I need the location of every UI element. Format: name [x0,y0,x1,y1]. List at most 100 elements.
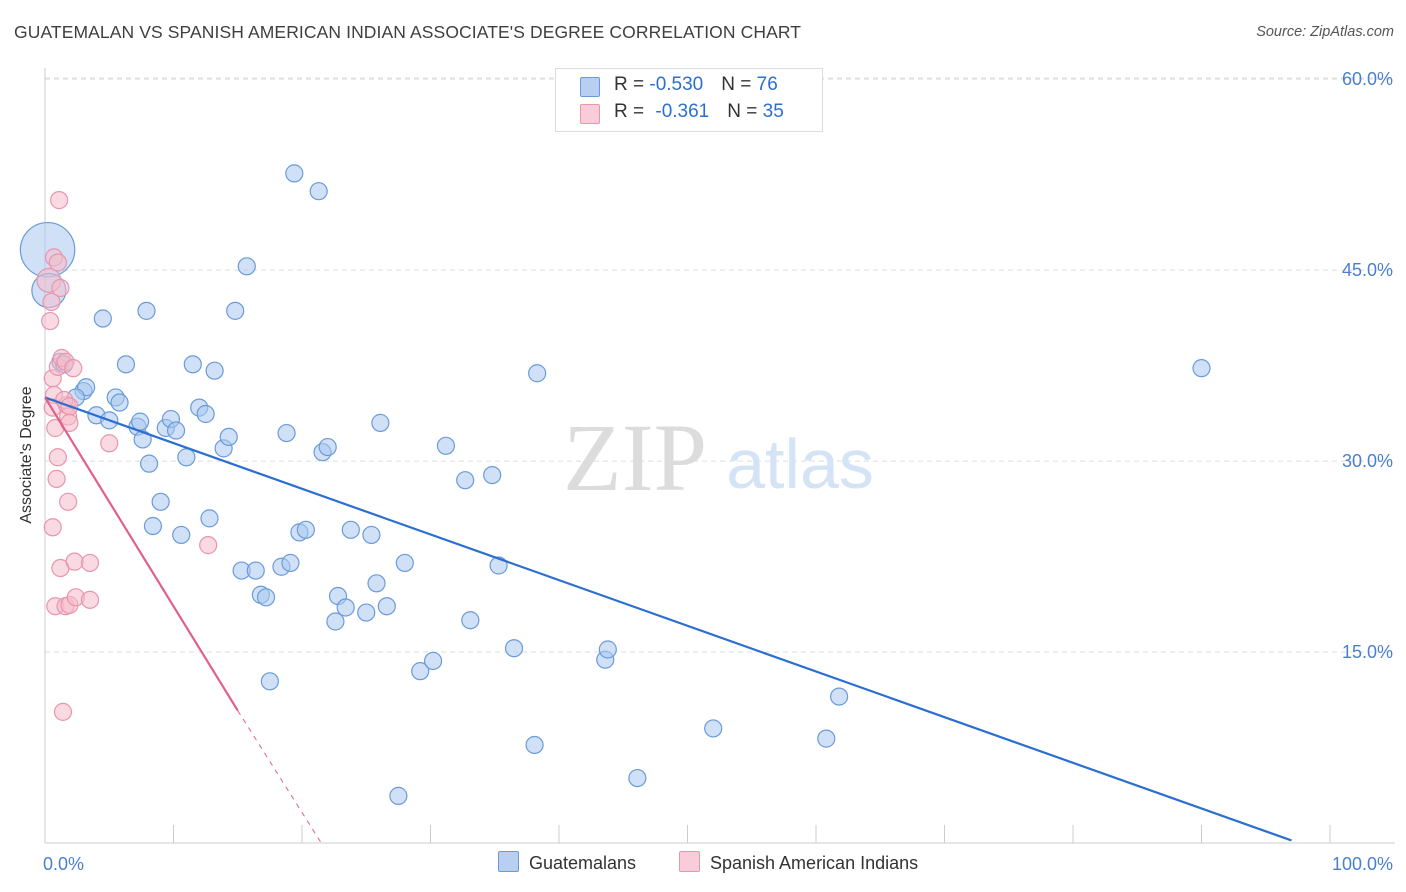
guatemalan-point [226,301,245,320]
legend-item-guatemalans[interactable]: Guatemalans [498,851,636,877]
guatemalan-point [411,662,430,681]
spanish-american-indian-point [199,536,218,555]
guatemalan-point [246,561,265,580]
guatemalan-point [183,355,202,374]
spanish-american-indian-point [80,590,100,609]
spanish-american-indian-point [51,278,70,298]
source-label: Source: ZipAtlas.com [1256,24,1394,40]
pink-swatch-icon [679,851,700,872]
guatemalan-point [200,509,219,528]
guatemalan-point [367,574,386,593]
guatemalan-point [456,471,475,490]
guatemalan-point [219,427,238,447]
spanish-american-indian-point [42,292,61,312]
guatemalan-point [817,729,836,748]
spanish-american-indians-trend-line [44,396,239,712]
guatemalan-point [110,393,129,412]
guatemalans-trend-line [44,396,1292,842]
guatemalan-point [528,364,547,383]
legend-item-spanish-american-indians[interactable]: Spanish American Indians [679,851,918,877]
watermark-atlas: atlas [726,425,874,503]
guatemalan-point [326,612,345,631]
guatemalan-point [525,735,544,755]
watermark-zip: ZIP [563,404,707,511]
r-label: R = [614,101,650,122]
guatemalan-point [436,436,456,455]
guatemalan-point [377,597,396,616]
spanish-american-indian-point [47,469,66,489]
blue-swatch-icon [498,851,519,872]
guatemalan-point [483,465,502,485]
x-tick-label: 100.0% [1332,854,1393,874]
guatemalan-point [116,355,136,374]
n-value: 76 [756,74,778,95]
guatemalan-point [133,430,152,449]
data-points [19,164,1211,805]
spanish-american-indian-point [41,311,60,331]
axes [44,68,1395,844]
guatemalan-point [285,164,304,183]
spanish-american-indian-point [53,702,73,721]
guatemalan-point [598,640,617,659]
spanish-american-indian-point [100,434,119,453]
spanish-american-indian-point [48,448,67,467]
guatemalan-point [296,520,315,539]
n-label: N = [721,74,757,95]
n-label: N = [727,101,763,122]
legend-label: Spanish American Indians [710,853,919,873]
spanish-american-indian-point [80,553,100,573]
guatemalan-point [336,598,355,617]
y-tick-label: 45.0% [1342,260,1393,280]
chart-title: GUATEMALAN VS SPANISH AMERICAN INDIAN AS… [14,22,802,42]
guatemalan-point [357,603,376,622]
guatemalan-point [281,553,300,573]
watermark: ZIP atlas [563,404,874,511]
guatemalan-point [137,301,156,320]
guatemalan-point [151,492,170,511]
blue-swatch-icon [580,77,600,97]
r-value: -0.361 [655,101,710,122]
legend-label: Guatemalans [529,853,637,873]
spanish-american-indian-point [64,359,83,378]
guatemalan-point [139,454,159,473]
stat-row-guatemalans: R = -0.530 N = 76 [580,74,778,100]
y-tick-label: 15.0% [1342,642,1393,662]
correlation-stats-box: R = -0.530 N = 76 R = -0.361 N = 35 [555,68,823,132]
r-value: -0.530 [649,74,704,95]
trend-lines [44,396,1292,844]
guatemalan-point [277,423,296,443]
guatemalan-point [704,719,723,738]
spanish-american-indian-point [48,253,67,272]
stat-row-spanish-american-indians: R = -0.361 N = 35 [580,101,784,127]
guatemalan-point [341,520,360,539]
tick-labels: 15.0% 30.0% 45.0% 60.0% 0.0% 100.0% [43,69,1393,874]
guatemalan-point [309,182,328,201]
guatemalan-point [205,361,224,380]
guatemalan-point [362,525,381,545]
spanish-american-indian-point [65,552,84,571]
guatemalan-point [93,309,112,328]
guatemalan-point [256,588,276,607]
guatemalan-point [371,413,390,432]
n-value: 35 [762,101,784,122]
guatemalan-point [628,768,647,788]
guatemalan-point [389,786,408,805]
guatemalan-point [177,448,196,467]
guatemalan-point [237,257,256,276]
guatemalan-point [166,421,186,440]
guatemalan-point [196,404,215,424]
guatemalan-point [423,651,443,671]
guatemalan-point [318,437,337,457]
pink-swatch-icon [580,104,600,124]
guatemalan-point [504,639,524,658]
r-label: R = [614,74,650,95]
spanish-american-indians-trend-extension [237,710,322,844]
spanish-american-indian-point [59,492,78,511]
guatemalan-point [461,611,480,630]
guatemalan-point [260,672,279,691]
spanish-american-indian-point [43,518,62,537]
guatemalan-point [130,412,150,431]
spanish-american-indian-point [50,191,69,210]
guatemalan-point [1192,359,1211,378]
